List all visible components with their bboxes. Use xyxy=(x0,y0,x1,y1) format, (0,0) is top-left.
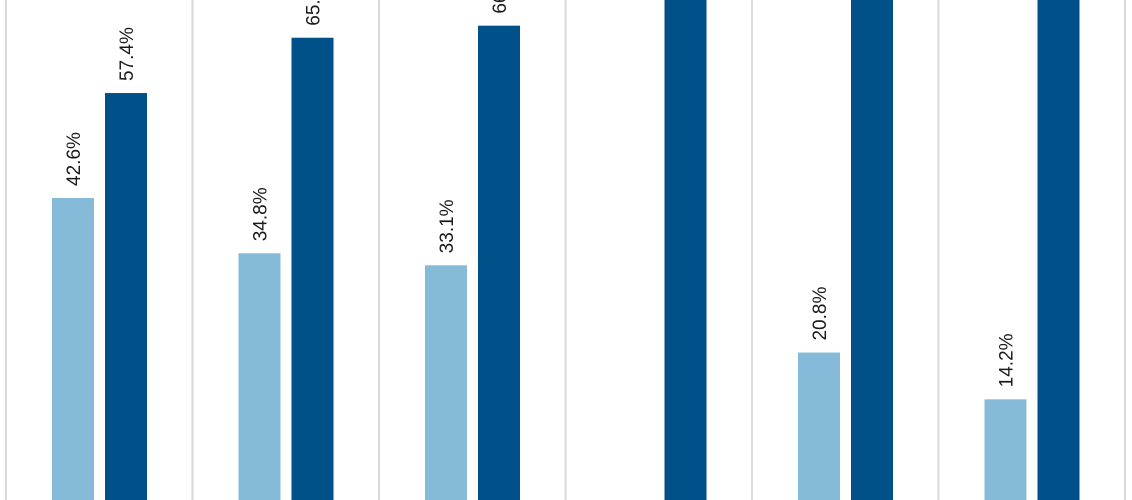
bar xyxy=(425,265,467,500)
bar xyxy=(105,93,147,500)
data-label: 20.8% xyxy=(810,287,831,341)
bar xyxy=(798,352,840,500)
bar xyxy=(52,197,94,500)
data-label: 14.2% xyxy=(997,333,1018,387)
data-label: 66.9% xyxy=(490,0,511,14)
bar xyxy=(851,0,893,500)
bar xyxy=(664,0,707,500)
data-label: 42.6% xyxy=(64,132,85,186)
bar xyxy=(1037,0,1080,500)
bar xyxy=(478,25,520,500)
data-label: 65.2% xyxy=(304,0,325,26)
data-label: 34.8% xyxy=(251,187,272,241)
bar xyxy=(984,399,1027,500)
bar xyxy=(238,253,281,500)
data-label: 33.1% xyxy=(437,199,458,253)
bar xyxy=(291,37,334,500)
data-label: 57.4% xyxy=(117,27,138,81)
